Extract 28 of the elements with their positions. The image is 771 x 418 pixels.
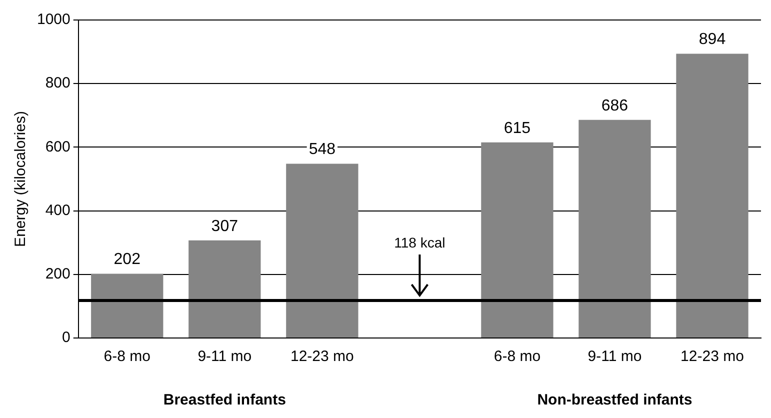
y-tick-label: 0 [62,329,70,346]
y-tick-label: 600 [45,138,70,156]
data-label: 307 [211,218,238,235]
bar [578,120,651,338]
text: Breastfed infants [163,392,286,409]
bar [188,240,261,338]
y-tick-label: 200 [45,266,70,283]
y-axis-title: Energy (kilocalories) [12,111,30,247]
x-tick-label: 6-8 mo [104,348,150,366]
bar [91,274,164,338]
data-label: 686 [601,97,628,114]
ref-line-label: 118 kcal [394,234,446,250]
y-tick-label: 800 [45,74,70,92]
data-label: 615 [504,120,531,137]
bar [676,54,748,338]
x-tick-label: 9-11 mo [198,348,252,366]
data-label: 202 [114,251,141,268]
text: Non-breastfed infants [537,392,692,409]
data-label: 548 [308,141,336,158]
bar [481,142,554,338]
x-tick-label: 12-23 mo [290,348,354,366]
bar [286,164,358,338]
y-tick-label: 400 [45,202,70,219]
x-tick-label: 12-23 mo [680,348,744,366]
x-tick-label: 9-11 mo [588,348,642,366]
y-tick-label: 1000 [36,11,70,28]
data-label: 894 [698,31,726,48]
x-tick-label: 6-8 mo [494,348,541,366]
